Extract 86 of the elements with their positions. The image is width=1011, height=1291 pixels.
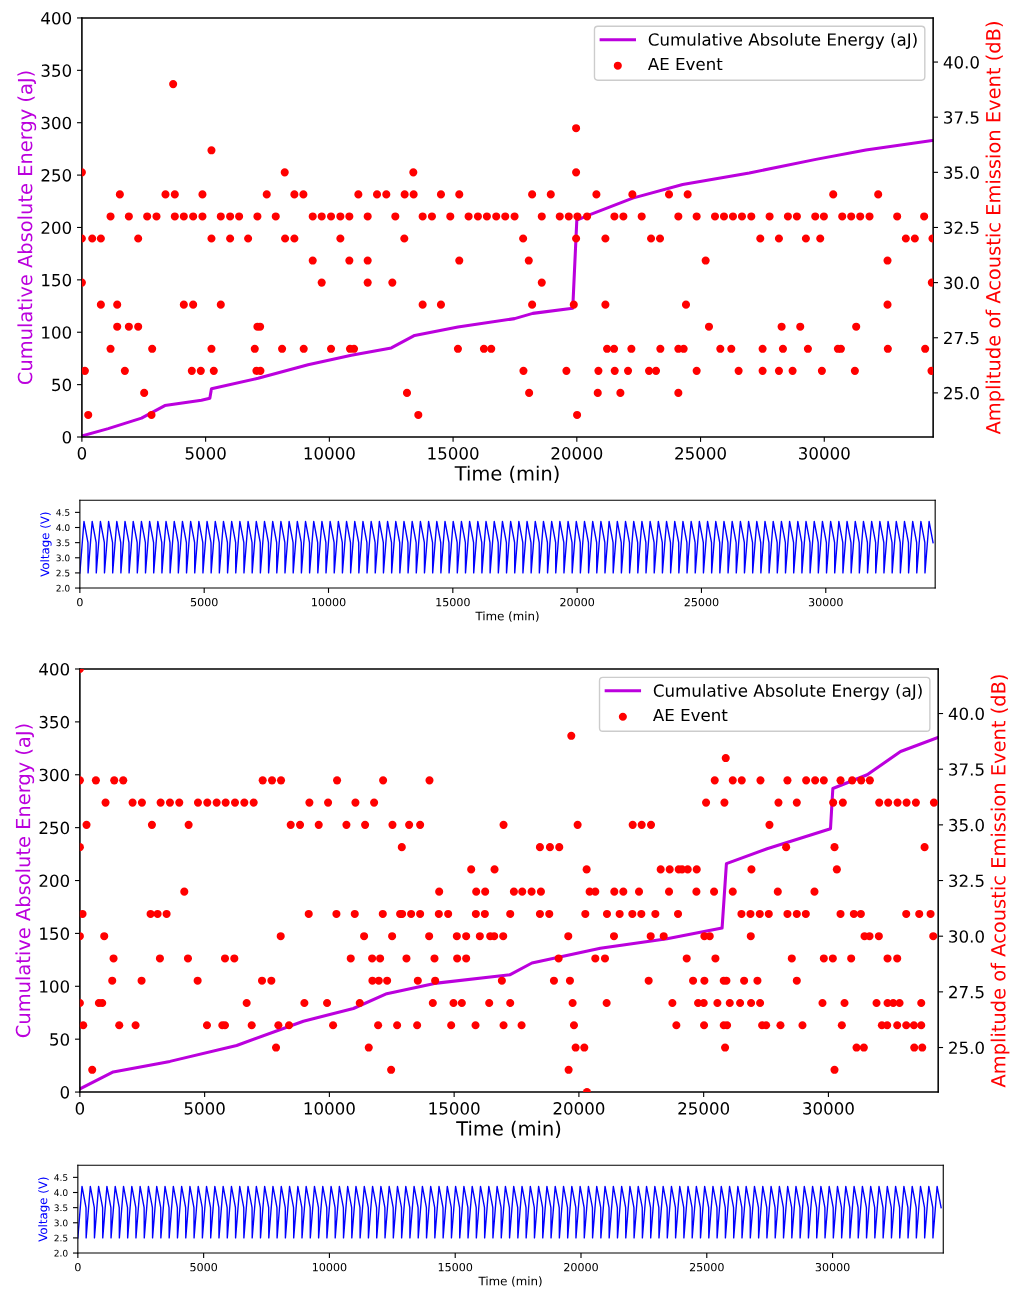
y2-axis-title: Amplitude of Acoustic Emission Event (dB) [985,22,1005,435]
y-tick-label: 200 [39,874,70,888]
y2-tick-label: 30.0 [944,276,979,290]
x-tick-label: 5000 [184,1102,225,1115]
y-tick-label: 150 [42,273,72,287]
y2-tick-label: 27.5 [944,331,979,345]
x-tick-label: 0 [77,447,87,460]
x-tick-label: 5000 [190,597,218,607]
x-tick-label: 5000 [185,447,226,460]
y2-tick-label: 27.5 [949,985,984,999]
x-tick-label: 25000 [689,1262,724,1272]
y-tick-label: 300 [39,768,70,782]
x-axis-title: Time (min) [475,611,539,622]
y-tick-label: 2.0 [54,1249,68,1257]
y-tick-label: 4.5 [56,509,70,516]
y2-tick-label: 35.0 [949,818,984,832]
x-tick-label: 10000 [304,1102,355,1115]
x-axis-title: Time (min) [456,1120,561,1139]
y-tick-label: 0 [60,1086,70,1099]
y2-tick-label: 40.0 [943,56,979,69]
x-axis-title: Time (min) [478,1276,542,1287]
y2-tick-label: 40.0 [948,707,984,721]
legend-label: Cumulative Absolute Energy (aJ) [653,684,922,701]
x-tick-label: 0 [77,597,83,607]
x-tick-label: 0 [75,1102,85,1115]
x-tick-label: 20000 [553,1102,605,1115]
y-axis-title: Voltage (V) [38,1177,50,1242]
y-tick-label: 3.5 [56,539,70,547]
y-tick-label: 400 [41,11,72,25]
y2-tick-label: 32.5 [949,874,984,888]
y-tick-label: 100 [40,980,70,993]
y-tick-label: 3.5 [54,1204,68,1212]
legend-label: AE Event [652,708,728,722]
x-tick-label: 30000 [799,447,850,460]
y-axis-title: Cumulative Absolute Energy (aJ) [15,724,35,1038]
y-tick-label: 250 [41,169,72,182]
x-tick-label: 25000 [684,597,719,607]
x-tick-label: 15000 [436,597,470,607]
y-tick-label: 4.0 [54,1189,68,1197]
y-tick-label: 300 [41,116,72,130]
x-tick-label: 20000 [551,447,603,460]
x-tick-label: 0 [75,1262,81,1272]
y-tick-label: 100 [42,326,72,339]
y-tick-label: 50 [52,378,72,392]
y-tick-label: 250 [39,821,70,835]
y-tick-label: 3.0 [56,554,70,562]
x-tick-label: 25000 [675,447,726,460]
y2-tick-label: 37.5 [949,763,984,776]
y-tick-label: 350 [41,64,72,77]
legend-label: Cumulative Absolute Energy (aJ) [648,32,917,50]
y2-tick-label: 37.5 [944,111,979,124]
x-axis-title: Time (min) [454,465,559,483]
x-tick-label: 20000 [564,1262,598,1272]
y-tick-label: 0 [62,430,72,444]
y2-axis-title: Amplitude of Acoustic Emission Event (dB) [990,675,1010,1088]
y-tick-label: 350 [39,715,70,729]
y-tick-label: 3.0 [54,1219,68,1227]
x-tick-label: 15000 [429,1102,480,1115]
x-tick-label: 25000 [678,1102,730,1115]
x-tick-label: 15000 [438,1262,473,1272]
y-tick-label: 2.5 [54,1234,68,1242]
x-tick-label: 30000 [803,1102,854,1115]
y-tick-label: 50 [50,1033,70,1046]
x-tick-label: 5000 [190,1262,218,1272]
y-axis-title: Voltage (V) [40,512,52,577]
x-tick-label: 20000 [560,597,595,607]
y2-tick-label: 25.0 [949,1041,984,1055]
x-tick-label: 30000 [815,1262,850,1272]
y-tick-label: 4.5 [54,1174,68,1181]
y-tick-label: 2.0 [56,584,70,592]
y-tick-label: 150 [40,927,70,940]
x-tick-label: 10000 [304,447,355,460]
y-axis-title: Cumulative Absolute Energy (aJ) [17,71,37,385]
x-tick-label: 15000 [428,447,479,460]
x-tick-label: 10000 [312,1262,347,1272]
x-tick-label: 10000 [312,597,346,607]
y2-tick-label: 25.0 [944,386,979,400]
x-tick-label: 30000 [808,597,843,607]
y2-tick-label: 30.0 [949,930,984,943]
y-tick-label: 400 [39,662,70,676]
y-tick-label: 4.0 [56,524,70,532]
y-tick-label: 2.5 [56,569,70,577]
y2-tick-label: 32.5 [944,221,979,235]
y2-tick-label: 35.0 [944,166,979,179]
y-tick-label: 200 [41,221,72,235]
legend-label: AE Event [647,57,723,71]
